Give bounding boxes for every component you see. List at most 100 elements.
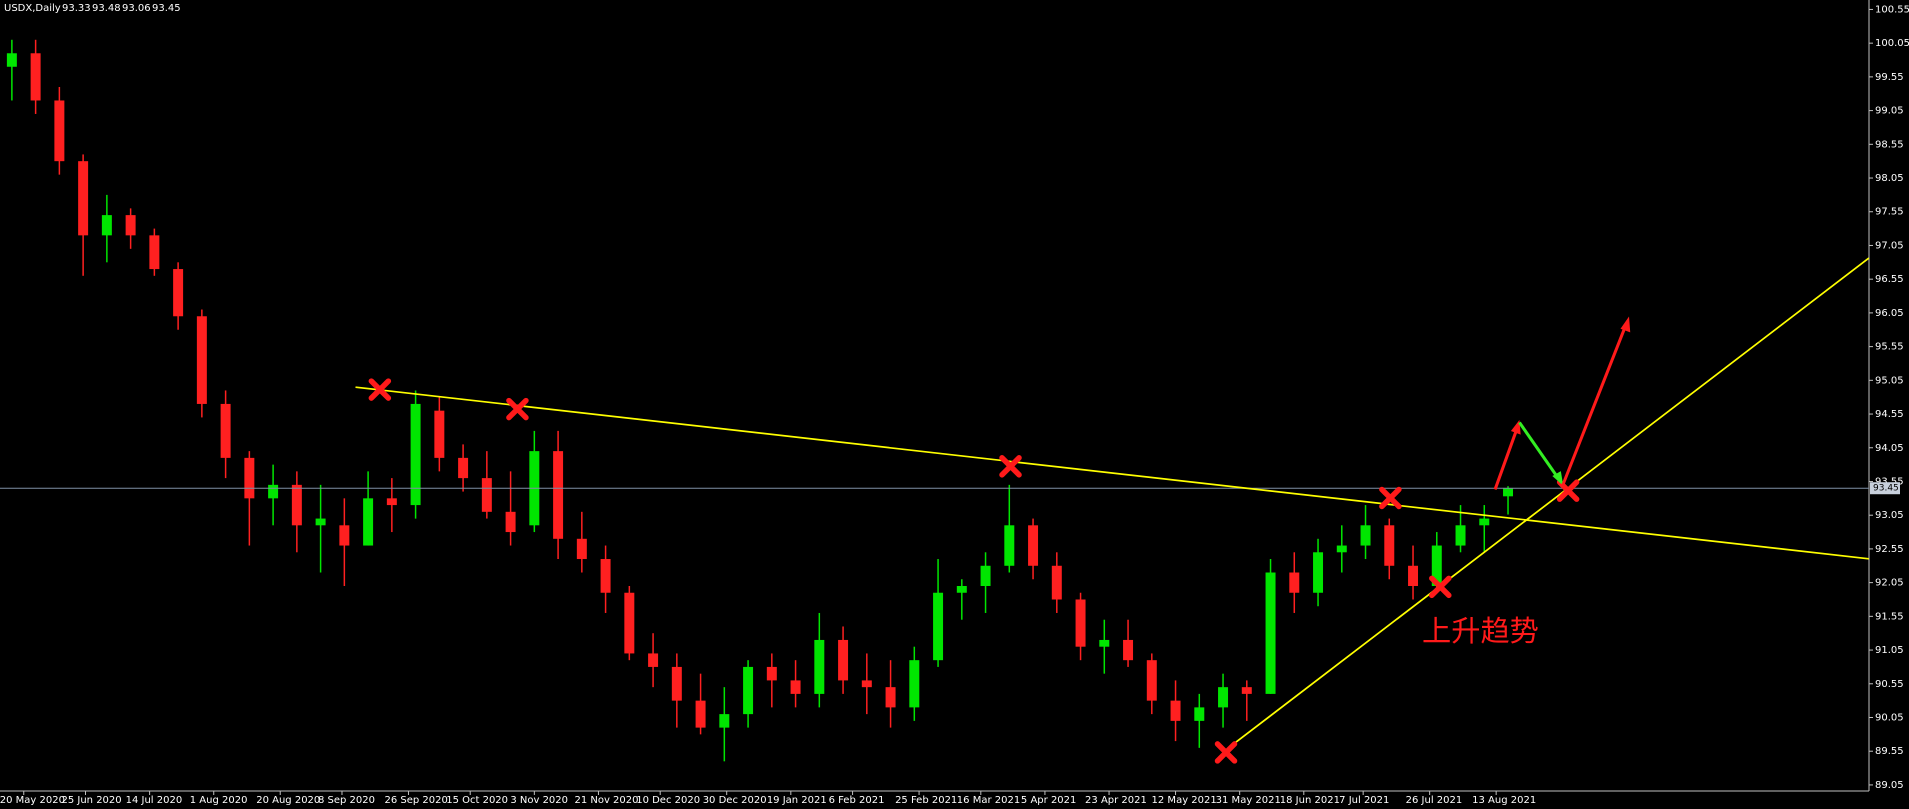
resistance-line — [355, 386, 1869, 560]
header-high: 93.48 — [92, 3, 121, 14]
arrow — [1560, 325, 1627, 488]
x-tick-label: 30 Dec 2020 — [703, 795, 767, 806]
candle-body — [1099, 639, 1110, 647]
candle-body — [1028, 525, 1039, 566]
y-tick-label: 89.05 — [1875, 780, 1904, 791]
candle-body — [244, 457, 255, 499]
x-tick-label: 31 May 2021 — [1216, 795, 1281, 806]
y-tick-label: 96.55 — [1875, 274, 1904, 285]
y-tick-label: 89.55 — [1875, 746, 1904, 757]
x-tick-label: 1 Aug 2020 — [190, 795, 248, 806]
candle-body — [624, 592, 635, 654]
candle-body — [1218, 687, 1229, 708]
y-tick-label: 93.05 — [1875, 510, 1904, 521]
candle-body — [576, 538, 587, 560]
candle-body — [78, 161, 89, 236]
x-marker — [368, 378, 392, 401]
header-open: 93.33 — [62, 3, 91, 14]
candle-body — [1384, 525, 1395, 566]
y-tick-label: 91.05 — [1875, 645, 1904, 656]
y-tick-label: 98.05 — [1875, 173, 1904, 184]
candle-body — [125, 215, 136, 236]
candle-body — [1455, 525, 1466, 546]
candle-body — [410, 403, 421, 506]
x-tick-label: 25 Jun 2020 — [61, 795, 121, 806]
candle-body — [933, 592, 944, 661]
candle-body — [30, 53, 41, 101]
y-tick-label: 90.05 — [1875, 712, 1904, 723]
candle-body — [956, 586, 967, 593]
candle-body — [553, 451, 564, 539]
x-tick-label: 13 Aug 2021 — [1472, 795, 1536, 806]
candle-body — [363, 498, 374, 546]
y-tick-label: 92.55 — [1875, 544, 1904, 555]
x-tick-label: 8 Sep 2020 — [318, 795, 375, 806]
x-tick-label: 3 Nov 2020 — [510, 795, 568, 806]
x-tick-label: 7 Jul 2021 — [1339, 795, 1389, 806]
y-tick-label: 94.55 — [1875, 409, 1904, 420]
candle-body — [671, 666, 682, 701]
candle-body — [766, 666, 777, 681]
candle-body — [1503, 488, 1514, 497]
candle-body — [1336, 545, 1347, 553]
x-tick-label: 23 Apr 2021 — [1085, 795, 1147, 806]
candle-body — [505, 511, 516, 533]
candle-body — [1170, 700, 1181, 721]
arrow — [1493, 428, 1519, 490]
candle-body — [173, 269, 184, 317]
x-tick-label: 5 Apr 2021 — [1021, 795, 1076, 806]
annotations: 上升趋势 — [355, 257, 1870, 764]
candle-body — [149, 235, 160, 270]
y-tick-label: 92.05 — [1875, 578, 1904, 589]
candle-body — [1360, 525, 1371, 546]
x-tick-label: 10 Dec 2020 — [636, 795, 700, 806]
x-tick-label: 18 Jun 2021 — [1280, 795, 1340, 806]
y-tick-label: 94.05 — [1875, 443, 1904, 454]
y-tick-label: 90.55 — [1875, 679, 1904, 690]
x-tick-label: 20 Aug 2020 — [256, 795, 320, 806]
arrow-head — [1552, 471, 1564, 486]
y-tick-label: 97.55 — [1875, 207, 1904, 218]
header: USDX,Daily 93.33 93.48 93.06 93.45 — [4, 3, 181, 14]
arrow-head — [1620, 316, 1631, 333]
x-tick-label: 26 Sep 2020 — [384, 795, 447, 806]
candle-body — [6, 53, 17, 67]
arrow — [1518, 421, 1560, 480]
candle-body — [196, 316, 207, 404]
candle-body — [814, 639, 825, 694]
candle-body — [268, 484, 279, 499]
candle-body — [1004, 525, 1015, 566]
x-tick-label: 16 Mar 2021 — [957, 795, 1020, 806]
candle-body — [1408, 565, 1419, 587]
x-tick-label: 21 Nov 2020 — [574, 795, 638, 806]
trend-line — [1231, 257, 1870, 746]
candle-body — [1313, 552, 1324, 593]
candle-body — [1051, 565, 1062, 600]
candle-body — [1479, 518, 1490, 526]
candle-body — [719, 714, 730, 728]
candle-body — [315, 518, 326, 526]
annotation-text: 上升趋势 — [1422, 614, 1539, 648]
x-tick-label: 15 Oct 2020 — [446, 795, 508, 806]
arrows — [1493, 316, 1631, 490]
candle-body — [339, 525, 350, 546]
candle-body — [1431, 545, 1442, 587]
candle-body — [1075, 599, 1086, 647]
candle-body — [1265, 572, 1276, 694]
arrow-head — [1510, 420, 1521, 435]
candle-body — [648, 653, 659, 667]
candle-body — [458, 457, 469, 479]
candle-body — [220, 403, 231, 458]
candle-body — [1123, 639, 1134, 661]
x-tick-label: 14 Jul 2020 — [126, 795, 183, 806]
candle-body — [291, 484, 302, 526]
y-tick-label: 99.55 — [1875, 72, 1904, 83]
candle-body — [861, 680, 872, 688]
candle-body — [980, 565, 991, 587]
candle-body — [790, 680, 801, 694]
candle-body — [386, 498, 397, 506]
y-tick-label: 100.05 — [1875, 38, 1909, 49]
